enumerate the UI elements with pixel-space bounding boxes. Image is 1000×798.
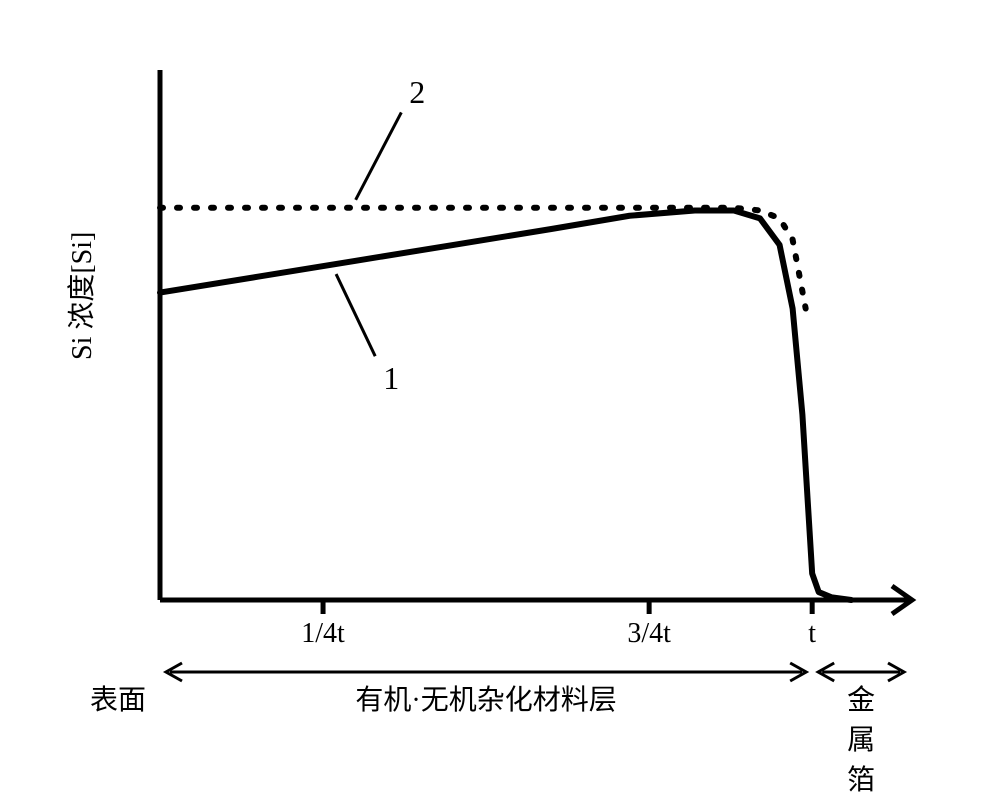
x-tick-label: 1/4t xyxy=(301,618,345,650)
region-label-0: 表面 xyxy=(90,678,146,718)
x-tick-label: 3/4t xyxy=(627,618,671,650)
annotation-label-1: 1 xyxy=(383,360,399,397)
plot-area: 1/4t3/4tt 12 表面有机·无机杂化材料层金属箔 xyxy=(160,70,900,600)
x-tick-label: t xyxy=(808,618,816,650)
annotation-pointers xyxy=(336,112,401,356)
region-label-1: 有机·无机杂化材料层 xyxy=(355,678,616,718)
series-line-2 xyxy=(160,208,806,309)
axes xyxy=(160,70,912,614)
annotation-pointer-1 xyxy=(336,274,375,356)
annotation-label-2: 2 xyxy=(409,74,425,111)
y-axis-label: Si 浓度[Si] xyxy=(60,232,100,360)
region-label-2: 金属箔 xyxy=(842,678,881,798)
annotation-pointer-2 xyxy=(356,112,402,199)
chart-svg xyxy=(140,50,920,670)
series-group xyxy=(160,208,851,600)
series-line-1 xyxy=(160,210,851,600)
chart-container: Si 浓度[Si] 1/4t3/4tt 12 表面有机·无机杂化材料层金属箔 xyxy=(60,50,940,690)
